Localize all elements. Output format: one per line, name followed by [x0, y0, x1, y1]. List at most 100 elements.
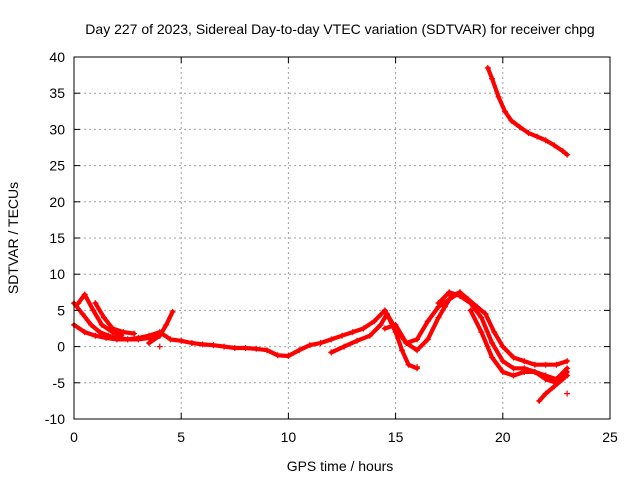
data-point [90, 307, 97, 314]
data-point [564, 151, 571, 158]
data-point [349, 329, 356, 336]
series-track-k [485, 65, 570, 157]
x-tick-label: 25 [602, 429, 618, 445]
data-point [96, 329, 103, 336]
data-point [414, 347, 421, 354]
data-point [75, 300, 82, 307]
data-point [414, 336, 421, 343]
data-point [156, 332, 163, 339]
data-point [285, 353, 292, 360]
y-tick-label: 5 [57, 302, 65, 318]
data-point [446, 289, 453, 296]
data-point [328, 336, 335, 343]
data-point [146, 339, 153, 346]
data-point [392, 321, 399, 328]
series-track-g [382, 290, 570, 367]
data-point [482, 311, 489, 318]
data-point [105, 332, 112, 339]
data-point [377, 321, 384, 328]
data-point [360, 325, 367, 332]
x-tick-label: 20 [495, 429, 511, 445]
data-point [328, 349, 335, 356]
data-point [341, 343, 348, 350]
data-point [371, 318, 378, 325]
series-track-b [71, 301, 162, 342]
data-point [564, 358, 571, 365]
data-point [120, 329, 127, 336]
data-point [553, 376, 560, 383]
data-point [534, 133, 541, 140]
data-point [489, 354, 496, 361]
data-point [88, 321, 95, 328]
y-tick-label: 35 [49, 85, 65, 101]
data-point [551, 383, 558, 390]
y-tick-label: -10 [45, 411, 65, 427]
data-point [79, 311, 86, 318]
data-point [521, 368, 528, 375]
data-point [231, 345, 238, 352]
data-point [101, 314, 108, 321]
x-axis-label: GPS time / hours [287, 458, 394, 474]
data-point [253, 345, 260, 352]
data-point [163, 321, 170, 328]
data-point [531, 361, 538, 368]
tick-layer [73, 56, 611, 420]
x-tick-label: 10 [281, 429, 297, 445]
chart-title: Day 227 of 2023, Sidereal Day-to-day VTE… [85, 21, 594, 37]
outlier-point [564, 390, 571, 397]
y-tick-label: 10 [49, 266, 65, 282]
data-point [317, 339, 324, 346]
data-point [559, 148, 566, 155]
data-point [210, 342, 217, 349]
data-point [354, 337, 361, 344]
data-point [531, 368, 538, 375]
outlier-point [156, 343, 163, 350]
data-point [508, 117, 515, 124]
data-point [435, 300, 442, 307]
data-point [525, 130, 532, 137]
data-point [92, 332, 99, 339]
data-point [491, 329, 498, 336]
y-tick-label: 25 [49, 158, 65, 174]
data-point [92, 300, 99, 307]
data-point [381, 325, 388, 332]
data-point [199, 341, 206, 348]
data-point [510, 354, 517, 361]
data-point [381, 307, 388, 314]
x-tick-label: 15 [388, 429, 404, 445]
data-point [435, 314, 442, 321]
data-point [109, 325, 116, 332]
data-point [399, 347, 406, 354]
data-point [146, 334, 153, 341]
data-point [542, 361, 549, 368]
data-point [542, 137, 549, 144]
data-point [478, 329, 485, 336]
y-axis-label: SDTVAR / TECUs [5, 182, 21, 294]
outlier-point [414, 363, 421, 370]
data-point [564, 368, 571, 375]
series-layer [71, 64, 571, 404]
data-point [499, 368, 506, 375]
tick-label-layer: 0 5 10 15 20 25 -10 -5 0 5 10 15 20 25 30 35 40 [45, 49, 618, 445]
y-tick-label: 20 [49, 194, 65, 210]
data-point [467, 307, 474, 314]
data-point [98, 321, 105, 328]
data-point [489, 339, 496, 346]
data-point [484, 64, 491, 71]
data-point [366, 332, 373, 339]
data-point [424, 318, 431, 325]
data-point [559, 376, 566, 383]
data-point [456, 292, 463, 299]
data-point [188, 339, 195, 346]
data-point [169, 308, 176, 315]
data-point [478, 314, 485, 321]
data-point [131, 330, 138, 337]
data-point [521, 358, 528, 365]
data-point [81, 291, 88, 298]
data-point [495, 93, 502, 100]
data-point [542, 390, 549, 397]
data-point [551, 142, 558, 149]
data-point [516, 124, 523, 131]
data-point [118, 332, 125, 339]
